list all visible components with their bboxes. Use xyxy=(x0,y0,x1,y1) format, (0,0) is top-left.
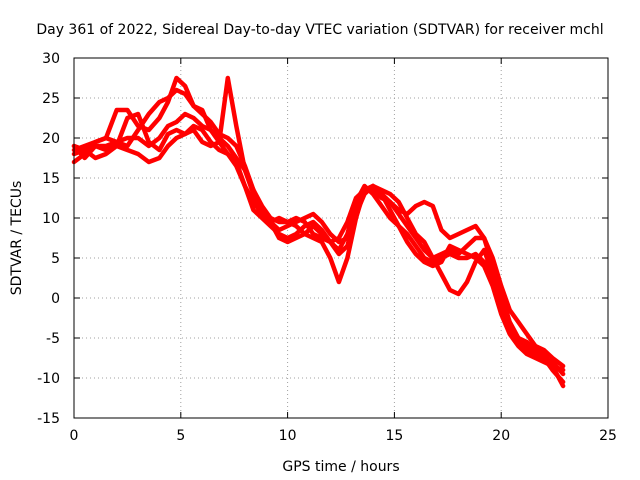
x-tick-label: 10 xyxy=(279,428,297,444)
x-tick-label: 0 xyxy=(70,428,79,444)
y-tick-label: 5 xyxy=(51,251,60,267)
series-line xyxy=(71,111,566,377)
y-tick-label: -10 xyxy=(37,371,60,387)
y-tick-label: 10 xyxy=(42,211,60,227)
y-tick-label: -5 xyxy=(46,331,60,347)
y-tick-label: -15 xyxy=(37,411,60,427)
x-tick-label: 25 xyxy=(599,428,617,444)
x-tick-label: 5 xyxy=(176,428,185,444)
y-tick-label: 30 xyxy=(42,51,60,67)
x-tick-labels: 0 5 10 15 20 25 xyxy=(70,428,617,444)
axis-ticks xyxy=(73,57,609,419)
series-line xyxy=(71,87,566,369)
y-tick-label: 15 xyxy=(42,171,60,187)
plot-frame xyxy=(73,57,609,419)
y-tick-labels: -15 -10 -5 0 5 10 15 20 25 30 xyxy=(37,51,60,427)
series-layer xyxy=(71,75,566,389)
y-tick-label: 20 xyxy=(42,131,60,147)
y-tick-label: 25 xyxy=(42,91,60,107)
series-line xyxy=(71,75,566,389)
x-axis-label: GPS time / hours xyxy=(282,459,399,475)
chart-title: Day 361 of 2022, Sidereal Day-to-day VTE… xyxy=(36,22,603,38)
y-tick-label: 0 xyxy=(51,291,60,307)
y-axis-label: SDTVAR / TECUs xyxy=(9,181,25,296)
x-tick-label: 20 xyxy=(492,428,510,444)
x-tick-label: 15 xyxy=(385,428,403,444)
